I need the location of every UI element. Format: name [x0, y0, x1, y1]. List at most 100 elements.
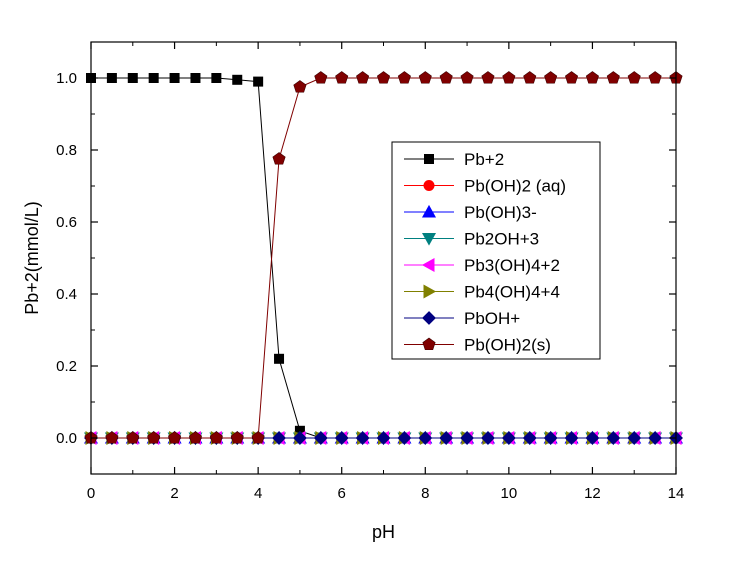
legend-marker: [421, 204, 437, 218]
data-point: [627, 431, 642, 445]
legend-label: Pb(OH)2 (aq): [464, 177, 566, 196]
data-point: [585, 71, 599, 84]
data-point: [355, 431, 370, 445]
data-point: [606, 71, 620, 84]
data-point: [439, 431, 454, 445]
data-point: [293, 80, 307, 93]
legend-marker: [423, 180, 435, 191]
data-point: [251, 431, 265, 444]
data-point: [127, 73, 138, 83]
data-point: [418, 431, 433, 445]
x-tick-label: 4: [254, 485, 262, 502]
data-point: [523, 71, 537, 84]
data-point: [439, 71, 453, 84]
data-point: [293, 431, 307, 445]
legend-label: Pb(OH)2(s): [464, 336, 551, 355]
data-point: [253, 76, 264, 87]
y-tick-label: 1.0: [56, 70, 77, 87]
data-point: [502, 71, 516, 84]
y-axis-title: Pb+2(mmol/L): [22, 201, 42, 315]
data-point: [105, 431, 119, 444]
data-point: [376, 431, 391, 445]
data-point: [481, 431, 495, 445]
data-point: [148, 73, 159, 83]
legend-marker: [422, 337, 436, 351]
data-point: [232, 74, 243, 85]
data-point: [648, 71, 662, 84]
data-point: [397, 431, 412, 445]
y-tick-label: 0.8: [56, 142, 77, 159]
data-point: [209, 431, 223, 444]
legend-label: PbOH+: [464, 309, 520, 328]
legend-item: Pb4(OH)4+4: [404, 283, 560, 302]
x-tick-label: 12: [584, 485, 601, 502]
data-point: [313, 431, 328, 445]
data-point: [544, 71, 558, 84]
data-point: [418, 71, 432, 84]
data-point: [501, 431, 516, 445]
data-point: [565, 71, 579, 84]
data-point: [126, 431, 140, 444]
legend-item: Pb2OH+3: [404, 230, 539, 249]
legend-marker: [422, 311, 436, 325]
data-point: [168, 431, 182, 444]
data-point: [211, 73, 222, 83]
data-point: [376, 71, 391, 84]
data-point: [272, 431, 286, 445]
data-point: [274, 353, 285, 364]
data-point: [627, 71, 641, 84]
legend-marker: [421, 257, 435, 273]
x-axis-title: pH: [372, 522, 395, 542]
data-point: [481, 71, 495, 84]
x-tick-label: 0: [87, 485, 95, 502]
data-point: [314, 71, 328, 84]
legend-label: Pb(OH)3-: [464, 203, 537, 222]
x-tick-label: 14: [668, 485, 685, 502]
x-tick-label: 6: [338, 485, 346, 502]
legend-box: [391, 141, 601, 360]
data-point: [190, 73, 201, 83]
legend-marker: [423, 284, 437, 299]
data-point: [606, 431, 621, 445]
data-point: [648, 431, 663, 445]
legend-item: Pb+2: [404, 150, 504, 169]
legend-marker: [421, 233, 437, 246]
legend-item: Pb(OH)2 (aq): [404, 177, 566, 196]
data-point: [356, 71, 370, 84]
data-point: [543, 431, 558, 445]
data-point: [460, 71, 474, 84]
legend-item: Pb(OH)2(s): [404, 336, 551, 355]
legend-label: Pb4(OH)4+4: [464, 283, 560, 302]
x-tick-label: 10: [501, 485, 518, 502]
y-tick-label: 0.2: [56, 358, 77, 375]
data-point: [188, 431, 202, 444]
legend-label: Pb+2: [464, 150, 504, 169]
data-point: [230, 431, 244, 444]
y-tick-label: 0.0: [56, 430, 77, 447]
x-tick-label: 8: [421, 485, 429, 502]
data-point: [147, 431, 161, 444]
legend-item: Pb3(OH)4+2: [404, 256, 560, 275]
series-Pb(OH)2(s): [84, 71, 683, 444]
x-tick-label: 2: [170, 485, 178, 502]
legend-item: Pb(OH)3-: [404, 203, 537, 222]
data-point: [564, 431, 579, 445]
data-point: [397, 71, 411, 84]
y-tick-label: 0.6: [56, 214, 77, 231]
legend-item: PbOH+: [404, 309, 520, 328]
data-point: [169, 73, 180, 83]
data-point: [585, 431, 600, 445]
legend-marker: [424, 154, 434, 164]
data-point: [294, 425, 305, 436]
data-point: [460, 431, 474, 445]
data-point: [106, 73, 117, 83]
legend-label: Pb2OH+3: [464, 230, 539, 249]
data-point: [272, 152, 286, 165]
legend-label: Pb3(OH)4+2: [464, 256, 560, 275]
data-point: [334, 431, 349, 445]
data-point: [522, 431, 537, 445]
data-point: [335, 71, 349, 84]
y-tick-label: 0.4: [56, 286, 77, 303]
